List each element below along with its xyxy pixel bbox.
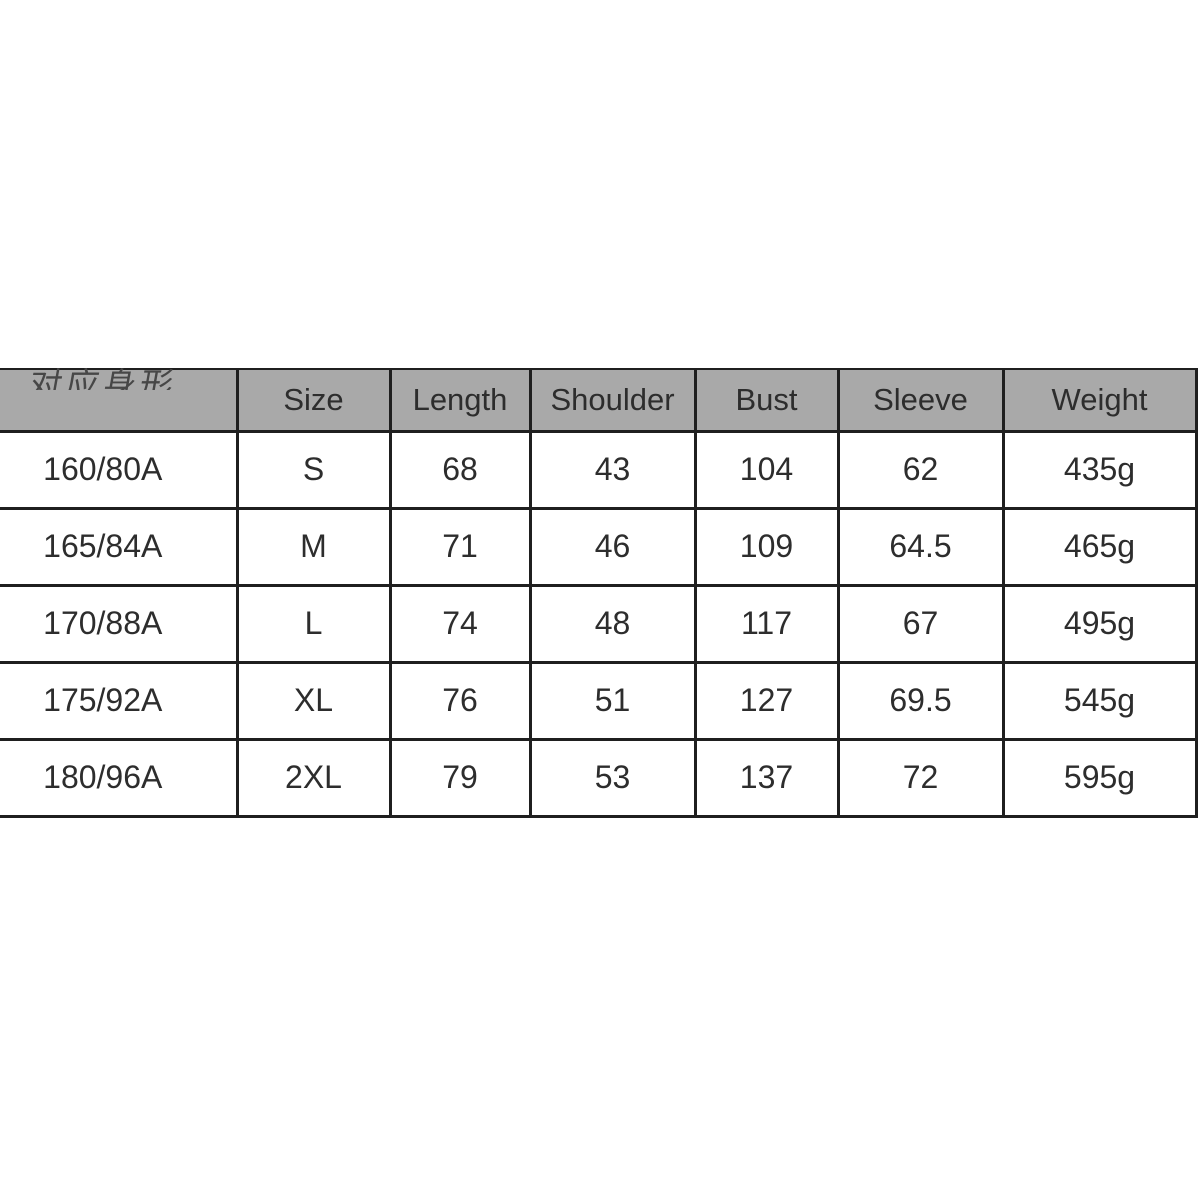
cell-bust: 104 [693,429,840,510]
cell-bust: 127 [693,660,840,741]
col-header-body-type: 对应身形 [0,368,239,433]
table-row-s: 160/80A S 68 43 104 62 435g [0,429,1198,510]
cell-shoulder: 46 [528,506,697,587]
cell-size: M [235,506,392,587]
cell-weight: 435g [1001,429,1198,510]
table-row-l: 170/88A L 74 48 117 67 495g [0,583,1198,664]
body-type-label-text: 对应身形 [25,368,181,390]
col-header-sleeve: Sleeve [836,368,1005,433]
cell-weight: 595g [1001,737,1198,818]
cell-shoulder: 51 [528,660,697,741]
body-type-label-cropped: 对应身形 [0,368,236,390]
cell-length: 68 [388,429,532,510]
cell-size: XL [235,660,392,741]
cell-bust: 137 [693,737,840,818]
cell-length: 76 [388,660,532,741]
cell-body-type: 170/88A [0,583,239,664]
cell-shoulder: 48 [528,583,697,664]
cell-sleeve: 62 [836,429,1005,510]
cell-weight: 545g [1001,660,1198,741]
cell-body-type: 165/84A [0,506,239,587]
cell-body-type: 175/92A [0,660,239,741]
table-row-xl: 175/92A XL 76 51 127 69.5 545g [0,660,1198,741]
cell-bust: 117 [693,583,840,664]
cell-weight: 495g [1001,583,1198,664]
cell-size: L [235,583,392,664]
cell-length: 71 [388,506,532,587]
cell-bust: 109 [693,506,840,587]
cell-size: 2XL [235,737,392,818]
table-row-2xl: 180/96A 2XL 79 53 137 72 595g [0,737,1198,818]
cell-size: S [235,429,392,510]
cell-sleeve: 64.5 [836,506,1005,587]
header-row: 对应身形 Size Length Shoulder Bust Sleeve We… [0,368,1198,433]
col-header-weight: Weight [1001,368,1198,433]
cell-length: 74 [388,583,532,664]
table-row-m: 165/84A M 71 46 109 64.5 465g [0,506,1198,587]
cell-length: 79 [388,737,532,818]
cell-sleeve: 67 [836,583,1005,664]
cell-shoulder: 43 [528,429,697,510]
col-header-bust: Bust [693,368,840,433]
col-header-length: Length [388,368,532,433]
col-header-shoulder: Shoulder [528,368,697,433]
cell-sleeve: 72 [836,737,1005,818]
cell-body-type: 180/96A [0,737,239,818]
cell-weight: 465g [1001,506,1198,587]
cell-sleeve: 69.5 [836,660,1005,741]
size-chart-table: 对应身形 Size Length Shoulder Bust Sleeve We… [0,368,1198,818]
cell-body-type: 160/80A [0,429,239,510]
col-header-size: Size [235,368,392,433]
cell-shoulder: 53 [528,737,697,818]
